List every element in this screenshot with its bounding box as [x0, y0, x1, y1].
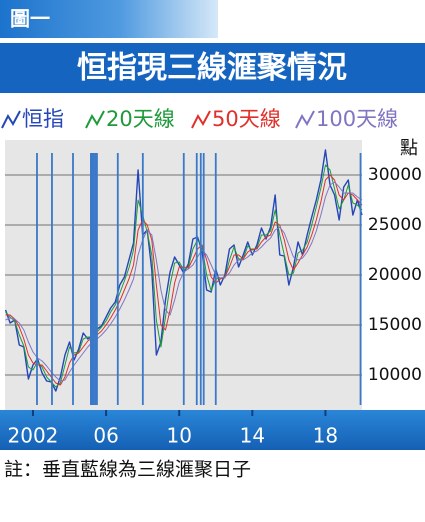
title-bar — [0, 43, 425, 93]
legend-label: 100天線 — [316, 107, 398, 131]
legend-icon — [295, 110, 315, 129]
legend-icon — [1, 110, 21, 129]
x-tick-label: 14 — [240, 424, 265, 448]
legend-icon — [85, 110, 105, 129]
x-tick-label: 18 — [313, 424, 338, 448]
x-tick-label: 10 — [166, 424, 191, 448]
y-tick-label: 15000 — [368, 315, 422, 335]
y-tick-label: 30000 — [368, 165, 422, 185]
y-axis-label: 點 — [400, 138, 418, 159]
legend-label: 50天線 — [212, 107, 281, 131]
x-tick-label: 06 — [93, 424, 118, 448]
chart-title: 恒指現三線滙聚情況 — [77, 51, 347, 86]
y-tick-label: 25000 — [368, 215, 422, 235]
y-tick-label: 10000 — [368, 365, 422, 385]
x-tick-label: 2002 — [8, 424, 59, 448]
legend-icon — [191, 110, 211, 129]
y-tick-label: 20000 — [368, 265, 422, 285]
x-axis-bar — [0, 410, 425, 450]
footnote: 註：垂直藍線為三線滙聚日子 — [4, 459, 251, 481]
figure-label: 圖一 — [10, 7, 50, 31]
header-tab — [0, 0, 218, 38]
legend-label: 恒指 — [22, 107, 64, 131]
legend-label: 20天線 — [106, 107, 175, 131]
